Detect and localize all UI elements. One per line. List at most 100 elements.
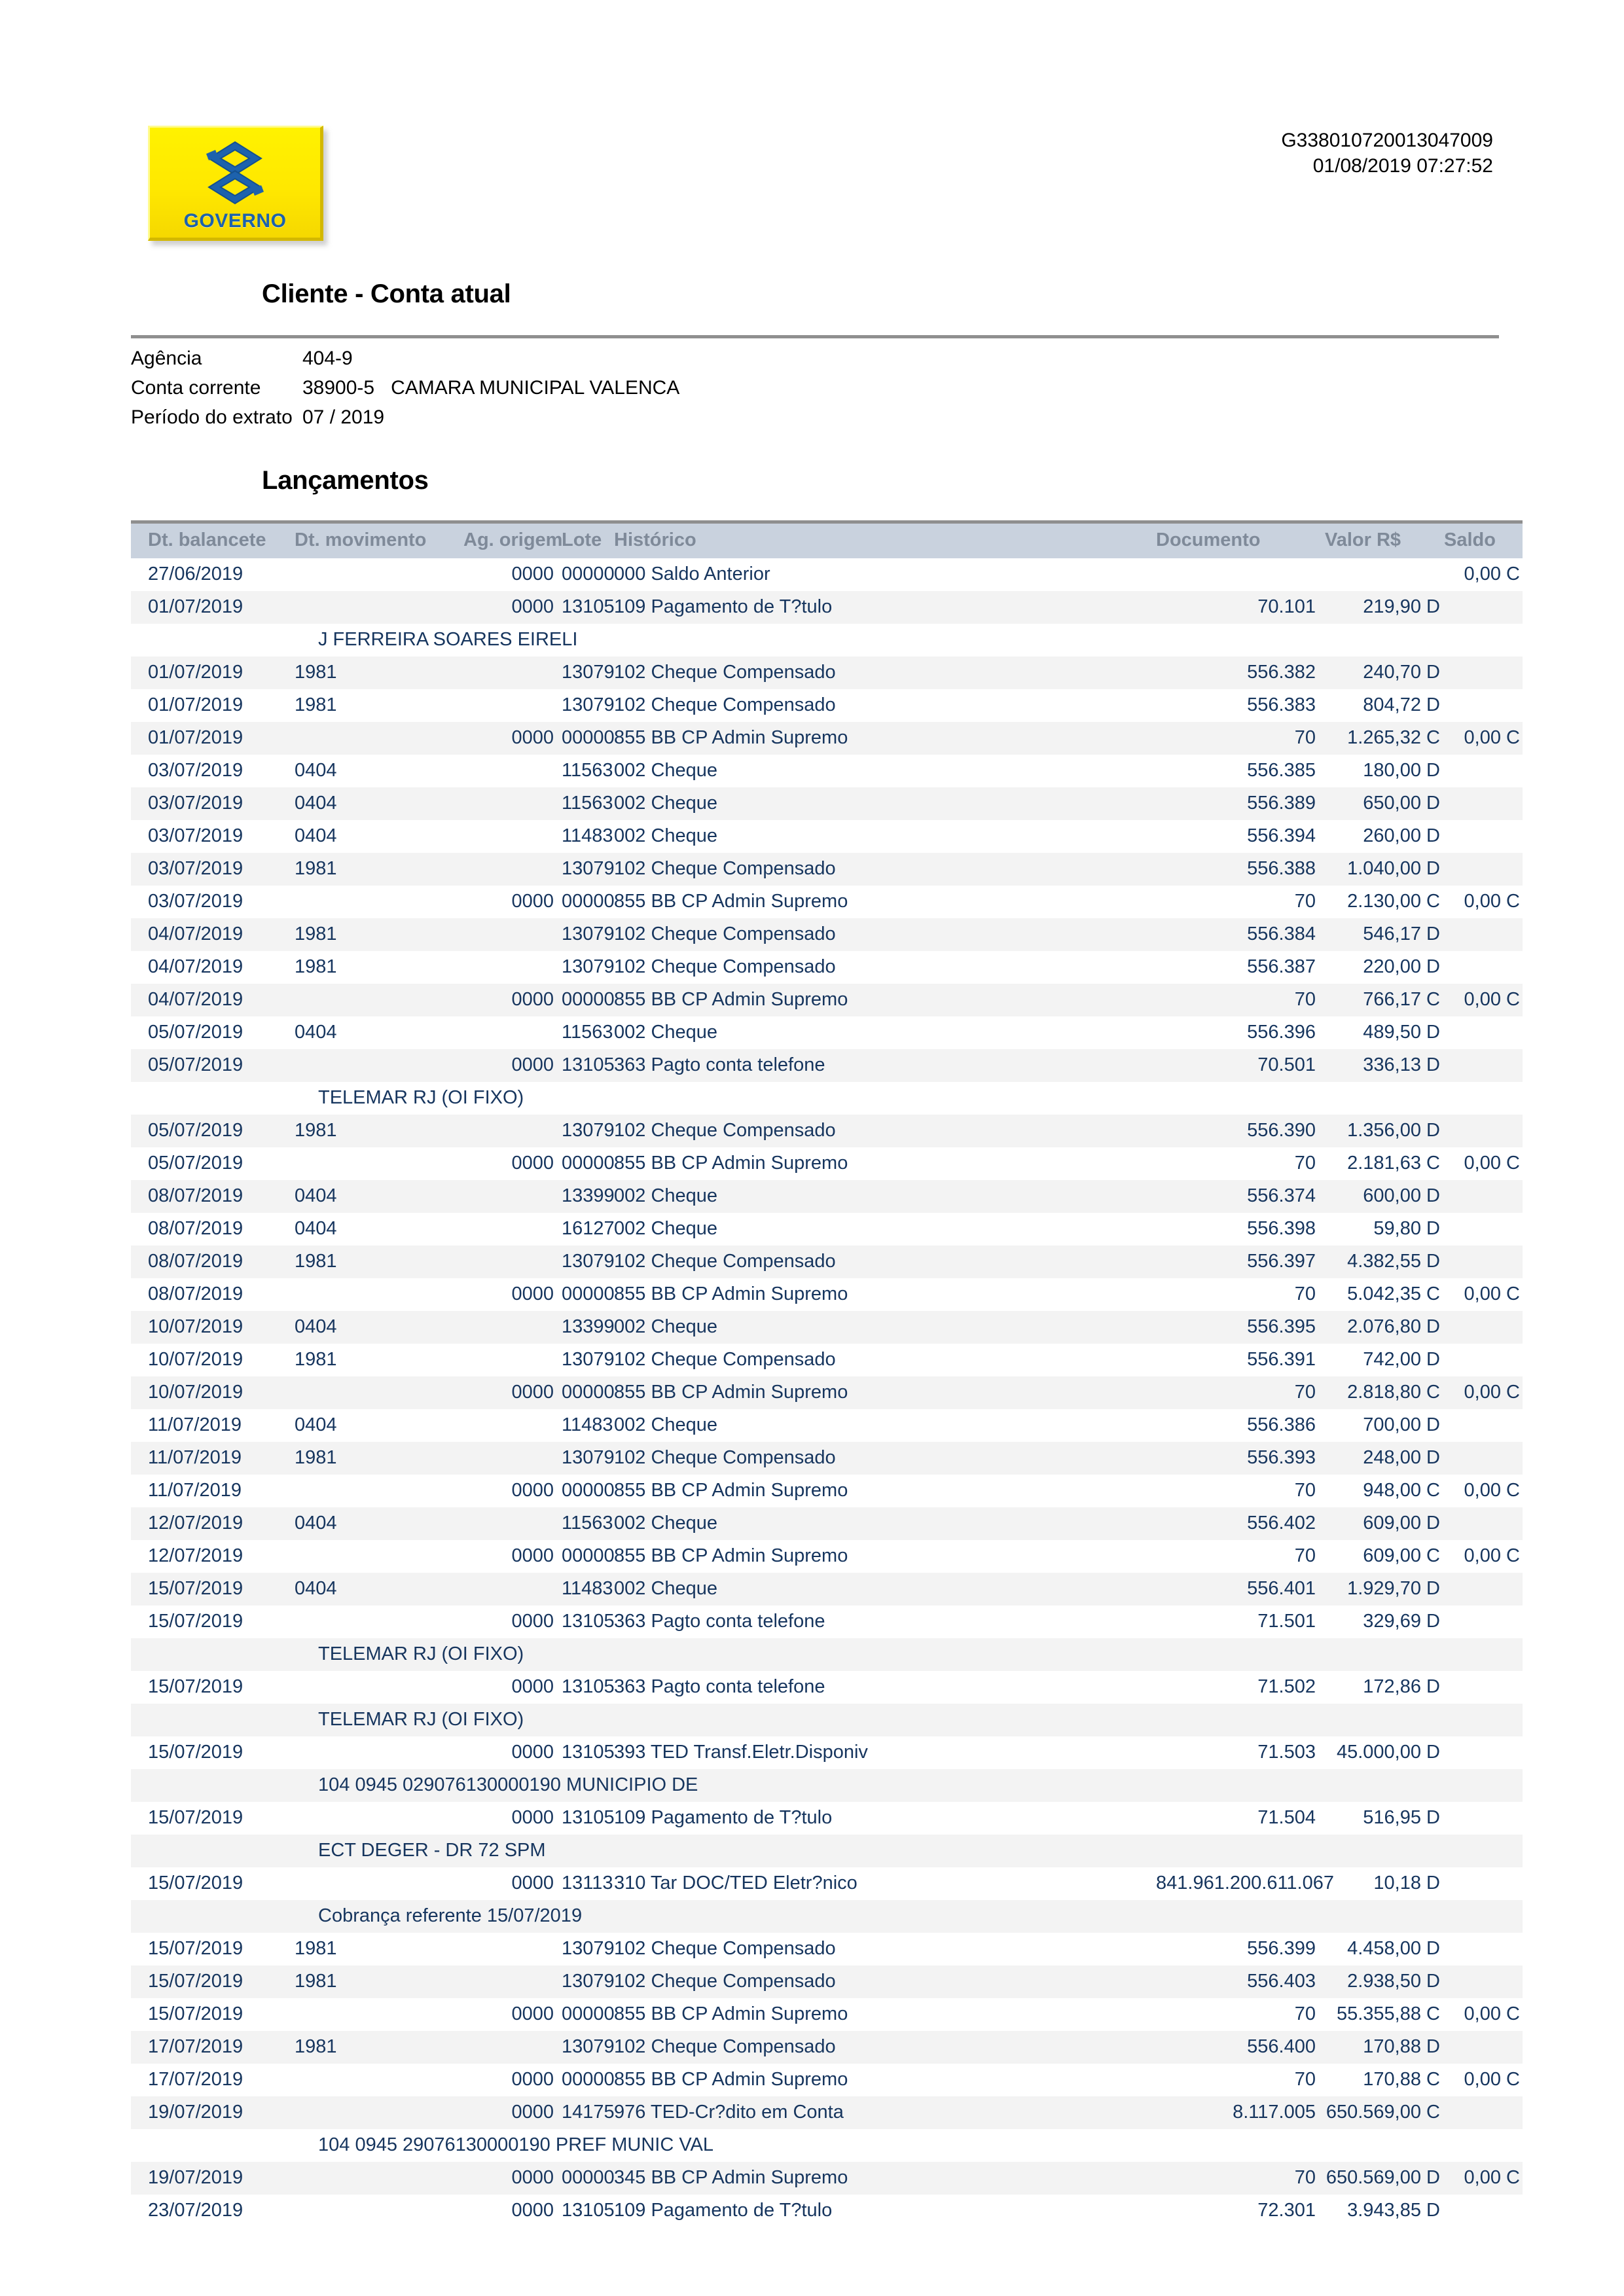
cell-dt-movimento: 1981 (295, 656, 458, 689)
client-section-title: Cliente - Conta atual (262, 279, 511, 308)
table-row: 19/07/2019 0000 14175 976 TED-Cr?dito em Co… (131, 2096, 1523, 2129)
cell-ag-origem (458, 1573, 562, 1605)
cell-historico: 345 BB CP Admin Supremo (596, 2162, 1156, 2195)
cell-historico: 102 Cheque Compensado (596, 689, 1156, 722)
cell-saldo (1444, 1442, 1523, 1475)
table-row: 11/07/2019 0000 00000 855 BB CP Admin Supre… (131, 1475, 1523, 1507)
table-row: 08/07/2019 1981 13079 102 Cheque Compensado… (131, 1246, 1523, 1278)
cell-historico: 102 Cheque Compensado (596, 1442, 1156, 1475)
cell-dt-movimento (295, 1540, 458, 1573)
cell-valor: 4.458,00 D (1325, 1933, 1444, 1965)
cell-valor: 2.130,00 C (1325, 886, 1444, 918)
table-row: 05/07/2019 0404 11563 002 Cheque 556.396 489,… (131, 1016, 1523, 1049)
table-row: 03/07/2019 0000 00000 855 BB CP Admin Supre… (131, 886, 1523, 918)
cell-historico: 855 BB CP Admin Supremo (596, 886, 1156, 918)
cell-ag-origem (458, 689, 562, 722)
conta-corrente-label: Conta corrente (131, 377, 261, 399)
cell-dt-movimento (295, 1605, 458, 1638)
continuation-text: Cobrança referente 15/07/2019 (131, 1900, 1523, 1933)
cell-historico: 855 BB CP Admin Supremo (596, 1998, 1156, 2031)
cell-historico: 109 Pagamento de T?tulo (596, 591, 1156, 624)
cell-dt-balancete: 03/07/2019 (131, 787, 295, 820)
cell-valor: 329,69 D (1325, 1605, 1444, 1638)
cell-lote: 13105 (562, 591, 615, 624)
table-body: 27/06/2019 0000 00000 000 Saldo Anterior 0,0… (131, 558, 1523, 2227)
cell-lote: 00000 (562, 1147, 615, 1180)
table-row: 12/07/2019 0000 00000 855 BB CP Admin Supre… (131, 1540, 1523, 1573)
cell-lote: 11483 (562, 1409, 613, 1442)
cell-historico: 102 Cheque Compensado (596, 1246, 1156, 1278)
cell-documento: 70 (1156, 2162, 1325, 2195)
document-meta: G338010720013047009 01/08/2019 07:27:52 (1281, 128, 1493, 179)
cell-saldo (1444, 591, 1523, 624)
cell-saldo: 0,00 C (1444, 1278, 1523, 1311)
cell-dt-movimento: 1981 (295, 1965, 458, 1998)
cell-dt-balancete: 17/07/2019 (131, 2064, 295, 2096)
cell-documento: 556.385 (1156, 755, 1325, 787)
cell-lote: 16127 (562, 1213, 615, 1246)
cell-documento: 556.397 (1156, 1246, 1325, 1278)
cell-valor: 609,00 C (1325, 1540, 1444, 1573)
cell-lote: 13105 (562, 1605, 615, 1638)
cell-dt-balancete: 08/07/2019 (131, 1213, 295, 1246)
cell-ag-origem (458, 1965, 562, 1998)
bb-arrow-icon (206, 141, 264, 205)
cell-valor: 609,00 D (1325, 1507, 1444, 1540)
cell-documento: 70 (1156, 1475, 1325, 1507)
cell-documento: 71.503 (1156, 1736, 1325, 1769)
cell-lote: 00000 (562, 722, 615, 755)
cell-documento: 556.394 (1156, 820, 1325, 853)
cell-saldo: 0,00 C (1444, 984, 1523, 1016)
continuation-text: 104 0945 29076130000190 PREF MUNIC VAL (131, 2129, 1523, 2162)
cell-documento: 70 (1156, 1376, 1325, 1409)
cell-dt-movimento (295, 1671, 458, 1704)
cell-historico: 363 Pagto conta telefone (596, 1049, 1156, 1082)
cell-documento: 556.391 (1156, 1344, 1325, 1376)
cell-valor: 2.818,80 C (1325, 1376, 1444, 1409)
cell-lote: 13079 (562, 1933, 615, 1965)
cell-dt-balancete: 27/06/2019 (131, 558, 295, 591)
cell-lote: 00000 (562, 1475, 615, 1507)
cell-lote: 11563 (562, 787, 613, 820)
table-row: 15/07/2019 0000 13105 363 Pagto conta telef… (131, 1605, 1523, 1638)
cell-dt-movimento: 0404 (295, 1573, 458, 1605)
table-row: 04/07/2019 0000 00000 855 BB CP Admin Supre… (131, 984, 1523, 1016)
table-row: 03/07/2019 1981 13079 102 Cheque Compensado… (131, 853, 1523, 886)
cell-historico: 310 Tar DOC/TED Eletr?nico (596, 1867, 1156, 1900)
table-row: 23/07/2019 0000 13105 109 Pagamento de T?tu… (131, 2195, 1523, 2227)
cell-dt-balancete: 15/07/2019 (131, 1965, 295, 1998)
cell-ag-origem (458, 656, 562, 689)
cell-valor: 219,90 D (1325, 591, 1444, 624)
cell-valor: 1.929,70 D (1325, 1573, 1444, 1605)
cell-dt-balancete: 01/07/2019 (131, 722, 295, 755)
cell-dt-balancete: 15/07/2019 (131, 1671, 295, 1704)
cell-lote: 13079 (562, 1344, 615, 1376)
cell-ag-origem: 0000 (458, 1802, 562, 1835)
cell-ag-origem: 0000 (458, 2162, 562, 2195)
table-row: 15/07/2019 0000 13105 393 TED Transf.Eletr.… (131, 1736, 1523, 1769)
cell-dt-movimento (295, 722, 458, 755)
cell-dt-balancete: 05/07/2019 (131, 1049, 295, 1082)
cell-documento (1156, 558, 1325, 591)
cell-ag-origem (458, 2031, 562, 2064)
cell-ag-origem (458, 918, 562, 951)
cell-ag-origem: 0000 (458, 1736, 562, 1769)
cell-valor: 650,00 D (1325, 787, 1444, 820)
table-row: 10/07/2019 0404 13399 002 Cheque 556.395 2.07… (131, 1311, 1523, 1344)
cell-valor: 1.040,00 D (1325, 853, 1444, 886)
cell-saldo (1444, 1213, 1523, 1246)
table-row: 01/07/2019 0000 13105 109 Pagamento de T?tu… (131, 591, 1523, 624)
cell-saldo (1444, 820, 1523, 853)
cell-lote: 11563 (562, 1507, 613, 1540)
col-header-ag-origem: Ag. origem (458, 520, 562, 558)
cell-dt-balancete: 12/07/2019 (131, 1507, 295, 1540)
cell-lote: 00000 (562, 1376, 615, 1409)
cell-ag-origem (458, 1344, 562, 1376)
cell-dt-balancete: 05/07/2019 (131, 1115, 295, 1147)
periodo-value: 07 / 2019 (302, 406, 385, 428)
table-row: 10/07/2019 0000 00000 855 BB CP Admin Supre… (131, 1376, 1523, 1409)
cell-valor: 5.042,35 C (1325, 1278, 1444, 1311)
cell-dt-movimento (295, 1147, 458, 1180)
cell-lote: 13079 (562, 918, 615, 951)
table-row: 03/07/2019 0404 11563 002 Cheque 556.385 180,… (131, 755, 1523, 787)
